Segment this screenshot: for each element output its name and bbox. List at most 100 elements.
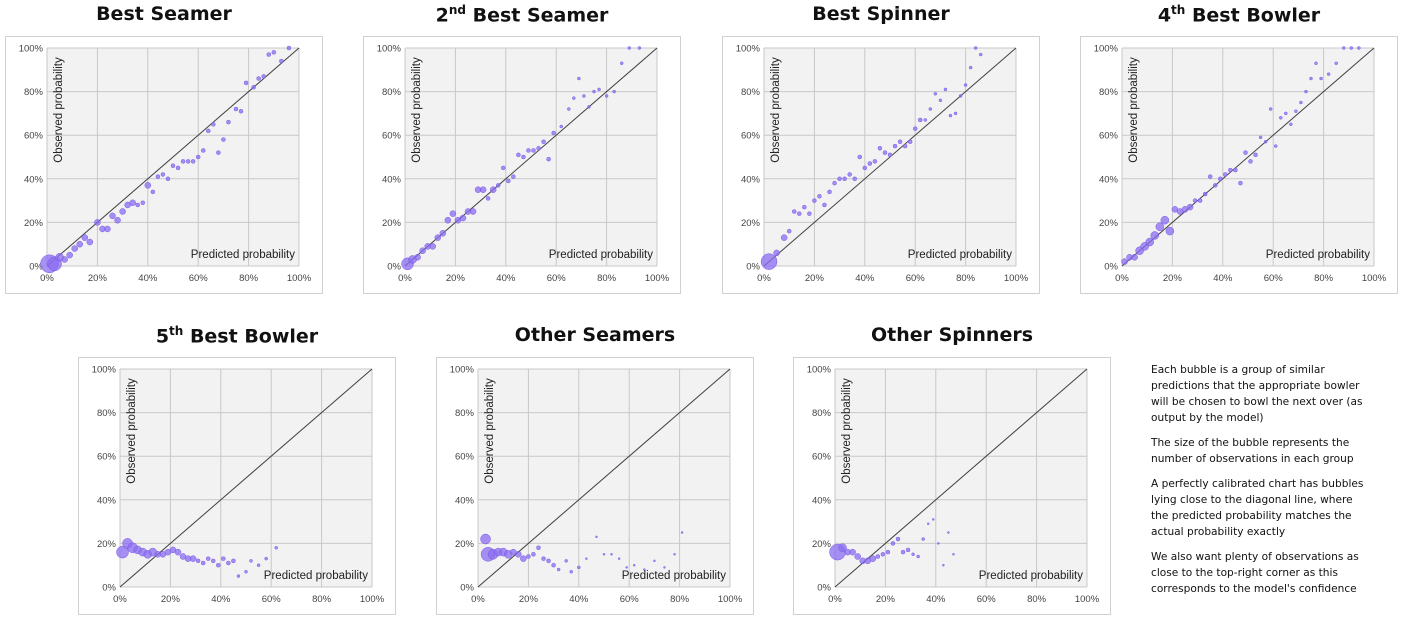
- x-tick-label: 60%: [620, 594, 640, 605]
- y-tick-label: 40%: [24, 174, 44, 185]
- data-bubble: [541, 139, 546, 144]
- data-bubble: [882, 150, 888, 155]
- data-bubble: [1304, 89, 1308, 94]
- data-bubble: [256, 76, 261, 81]
- data-bubble: [1218, 176, 1223, 182]
- data-bubble: [489, 186, 497, 193]
- data-bubble: [923, 118, 928, 122]
- explanatory-notes: Each bubble is a group of similar predic…: [1151, 362, 1366, 606]
- data-bubble: [875, 554, 881, 559]
- data-bubble: [271, 50, 277, 55]
- x-axis-label: Predicted probability: [908, 249, 1012, 261]
- data-bubble: [663, 566, 666, 569]
- x-axis-label: Predicted probability: [1266, 249, 1370, 261]
- diagonal-line: [834, 368, 1088, 588]
- data-bubble: [114, 216, 121, 224]
- y-tick-label: 100%: [1094, 44, 1119, 55]
- data-bubble: [1309, 76, 1313, 81]
- data-bubble: [200, 560, 206, 566]
- x-tick-label: 80%: [956, 273, 976, 284]
- data-bubble: [1334, 61, 1338, 66]
- y-tick-label: 100%: [92, 365, 117, 376]
- y-axis-label: Observed probability: [770, 57, 782, 163]
- data-bubble: [653, 559, 656, 563]
- data-bubble: [264, 556, 268, 561]
- data-bubble: [564, 559, 568, 563]
- x-tick-label: 80%: [239, 273, 259, 284]
- x-tick-label: 100%: [718, 594, 743, 605]
- data-bubble: [1186, 203, 1194, 211]
- data-bubble: [174, 548, 182, 556]
- chart-panel: Best Spinner 0% 0% 20% 20% 40% 40% 60% 60% 80% 80%…: [722, 0, 1040, 294]
- chart-svg: 0%0% 20% 20% 40% 40% 60% 60% 80% 80% 100% 100% Obse…: [19, 44, 312, 285]
- data-bubble: [1238, 180, 1243, 186]
- data-bubble: [536, 545, 541, 551]
- y-axis-label: Observed probability: [1128, 57, 1140, 163]
- data-bubble: [953, 111, 958, 116]
- y-axis-label: Observed probability: [841, 378, 853, 484]
- x-tick-label: 100%: [287, 273, 312, 284]
- y-tick-label: 40%: [812, 495, 832, 506]
- data-bubble: [812, 198, 817, 203]
- data-bubble: [1243, 150, 1248, 155]
- data-bubble: [943, 87, 948, 92]
- data-bubble: [791, 209, 797, 214]
- data-bubble: [911, 552, 915, 557]
- data-bubble: [140, 200, 146, 206]
- data-bubble: [797, 211, 802, 216]
- data-bubble: [862, 165, 868, 171]
- data-bubble: [1160, 215, 1170, 225]
- data-bubble: [119, 208, 126, 215]
- y-tick-label: 60%: [812, 452, 832, 463]
- data-bubble: [1319, 76, 1323, 81]
- data-bubble: [449, 210, 457, 217]
- data-bubble: [511, 174, 516, 179]
- x-tick-label: 40%: [569, 594, 589, 605]
- chart-frame: 0% 0% 20% 20% 40% 40% 60% 60% 80% 80% 100% 100% Obse…: [436, 357, 754, 615]
- data-bubble: [526, 554, 531, 559]
- chart-frame: 0% 0% 20% 20% 40% 40% 60% 60% 80% 80% 100% 100% Obse…: [722, 36, 1040, 294]
- y-tick-label: 100%: [450, 365, 475, 376]
- data-bubble: [419, 247, 426, 254]
- x-tick-label: 60%: [906, 273, 926, 284]
- y-tick-label: 100%: [19, 44, 44, 55]
- x-tick-label: 60%: [262, 594, 282, 605]
- data-bubble: [838, 543, 847, 553]
- data-bubble: [1145, 237, 1154, 247]
- data-bubble: [852, 176, 857, 182]
- data-bubble: [551, 130, 556, 136]
- x-tick-label: 0%: [113, 594, 127, 605]
- data-bubble: [895, 536, 901, 542]
- data-bubble: [872, 159, 878, 164]
- data-bubble: [907, 139, 913, 144]
- chart-panel: Other Seamers 0% 0% 20% 20% 40% 40% 60% 60% 80% 80…: [436, 321, 754, 615]
- data-bubble: [261, 74, 266, 79]
- data-bubble: [892, 143, 898, 149]
- data-bubble: [195, 558, 201, 564]
- data-bubble: [180, 159, 186, 164]
- data-bubble: [206, 128, 211, 134]
- data-bubble: [81, 234, 89, 241]
- x-tick-label: 20%: [1163, 273, 1183, 284]
- data-bubble: [226, 119, 231, 125]
- chart-panel: Other Spinners 0% 0% 20% 20% 40% 40% 60% 60% 80% 8…: [793, 321, 1111, 615]
- data-bubble: [973, 46, 978, 50]
- data-bubble: [867, 161, 873, 166]
- data-bubble: [1299, 100, 1303, 105]
- x-tick-label: 40%: [211, 594, 231, 605]
- data-bubble: [541, 556, 546, 561]
- y-tick-label: 80%: [24, 87, 44, 98]
- data-bubble: [847, 172, 852, 177]
- data-bubble: [506, 178, 511, 184]
- data-bubble: [116, 545, 129, 559]
- y-tick-label: 0%: [460, 583, 474, 594]
- data-bubble: [516, 152, 521, 158]
- data-bubble: [832, 180, 837, 186]
- x-tick-label: 40%: [926, 594, 946, 605]
- x-tick-label: 80%: [1027, 594, 1047, 605]
- data-bubble: [480, 533, 491, 545]
- data-bubble: [827, 189, 832, 195]
- data-bubble: [279, 58, 284, 64]
- y-tick-label: 40%: [382, 174, 402, 185]
- x-tick-label: 100%: [1075, 594, 1100, 605]
